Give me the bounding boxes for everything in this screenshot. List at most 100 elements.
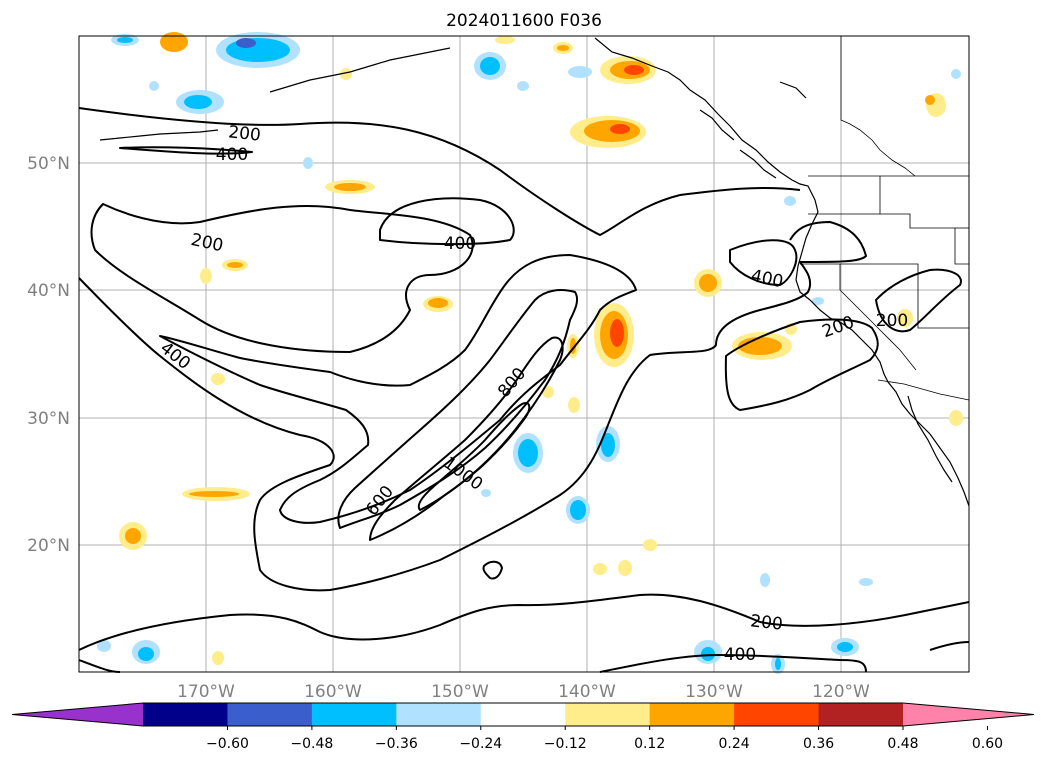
lat-label: 30°N [27,409,70,429]
negative-anomaly [859,578,873,586]
negative-anomaly [303,157,313,169]
negative-anomaly [837,642,853,652]
colorbar-tick-label: −0.48 [290,736,333,752]
coastline-islands [699,109,735,141]
positive-anomaly [624,65,644,75]
contour-se-corner [929,641,970,651]
contour-label: 400 [444,234,476,254]
negative-anomaly [480,57,500,75]
colorbar-segment [480,703,566,726]
colorbar-segment [227,703,313,726]
negative-anomaly [226,38,290,62]
contour-label: 400 [724,645,756,665]
contour-label: 400 [216,145,248,165]
negative-anomaly [481,489,491,497]
negative-anomaly [812,297,824,305]
contour-200-south [78,593,970,651]
contour-400-oregon [729,239,798,286]
lon-label: 140°W [558,682,616,702]
colorbar-tick-label: −0.60 [206,736,249,752]
contour-600 [337,289,579,529]
positive-anomaly [643,539,657,551]
colorbar-tick-label: 0.36 [803,736,834,752]
positive-anomaly [593,563,607,575]
positive-anomaly [160,32,188,52]
negative-anomaly [138,647,154,661]
lat-label: 50°N [27,154,70,174]
positive-anomaly [212,651,224,665]
lon-label: 130°W [685,682,743,702]
colorbar-segment [143,703,228,726]
map-frame [78,35,970,673]
contour-400-aleutian [119,146,253,155]
coastline-alaska-peninsula [269,47,451,93]
longitude-labels: 170°W 160°W 150°W 140°W 130°W 120°W [177,682,870,702]
contour-200-west [90,203,474,353]
negative-anomaly [784,196,796,206]
contour-label: 200 [227,122,261,145]
contour-200-california [724,318,879,411]
colorbar-tick-label: 0.48 [887,736,918,752]
positive-anomaly [340,68,352,80]
colorbar-segment [565,703,651,726]
contour-400-inner [159,254,637,524]
colorbar-tick-label: 0.60 [972,736,1003,752]
colorbar-extend-min [12,703,143,726]
colorbar: −0.60 −0.48 −0.36 −0.24 −0.12 0.12 0.24 0.36 0.4… [11,702,1035,752]
positive-anomaly [699,274,717,292]
negative-anomaly [601,433,615,457]
border-california-nevada-diagonal [839,264,917,371]
border-california-nevada [800,263,969,329]
positive-anomaly [557,45,569,51]
coastlines [99,37,970,507]
colorbar-segment [396,703,482,726]
negative-anomaly [117,37,133,43]
negative-anomaly [149,81,159,91]
coastline-north-america [594,37,970,507]
positive-anomaly [610,319,624,347]
colorbar-tick-label: −0.36 [375,736,418,752]
colorbar-outline [11,702,1035,727]
positive-anomaly [189,491,239,497]
coastline-vancouver [739,149,777,179]
positive-anomaly [568,397,580,413]
contour-label: 200 [876,311,908,331]
lat-label: 40°N [27,281,70,301]
negative-anomaly [570,500,586,520]
negative-anomaly [518,439,538,467]
lon-label: 170°W [177,682,235,702]
lon-label: 120°W [812,682,870,702]
lat-label: 20°N [27,536,70,556]
border-us-mexico [877,379,970,401]
coastline-baja-gulf [907,395,953,483]
colorbar-tick-label: −0.12 [544,736,587,752]
colorbar-tick-label: 0.24 [719,736,750,752]
positive-anomaly [897,309,913,327]
colorbar-segment [311,703,397,726]
positive-anomaly [495,36,515,44]
positive-anomaly [125,528,141,544]
negative-anomaly [568,66,592,78]
contour-small-closed [482,560,503,580]
coastline-island [779,81,807,99]
positive-anomaly [334,183,366,191]
map-background [79,36,969,672]
positive-anomaly [618,560,632,576]
colorbar-segment [734,703,820,726]
map-title: 2024011600 F036 [446,11,602,31]
positive-anomaly [949,410,963,426]
negative-anomaly [97,640,111,652]
negative-anomaly [701,647,715,661]
contour-1000 [417,402,531,511]
latitude-labels: 50°N 40°N 30°N 20°N [27,154,70,556]
colorbar-tick-label: 0.12 [634,736,665,752]
border-alaska-canada [840,36,916,177]
contour-200-nevada [875,268,962,333]
negative-anomaly [951,69,961,79]
colorbar-segment [649,703,735,726]
colorbar-segment [818,703,904,726]
positive-anomaly [428,298,448,308]
colorbar-tick-label: −0.24 [459,736,502,752]
contour-200-main [78,221,867,592]
